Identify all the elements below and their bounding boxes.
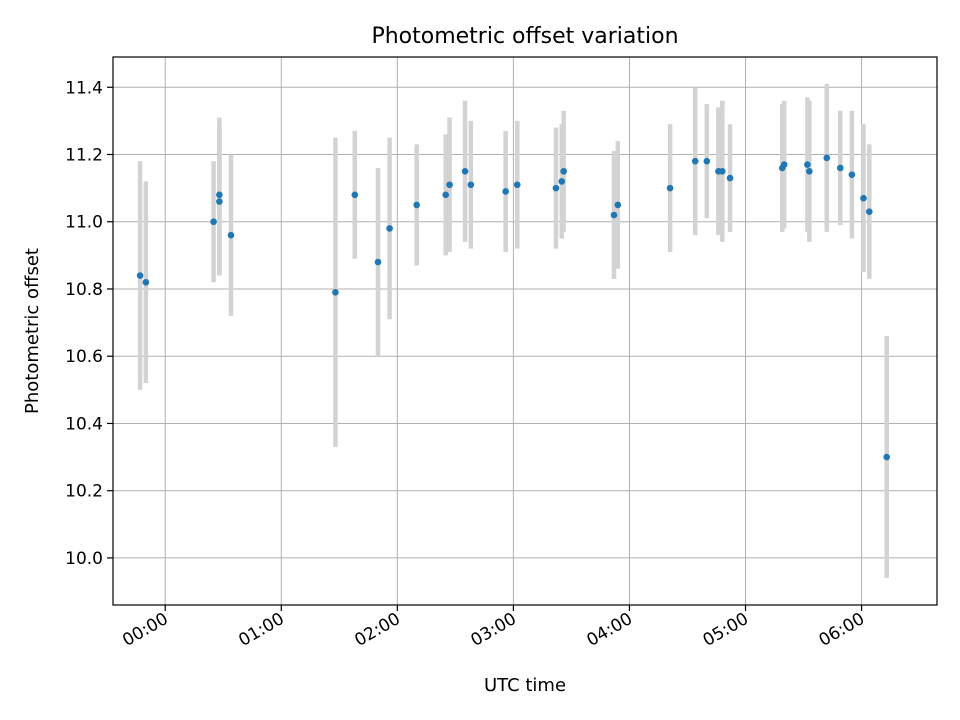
- data-point: [467, 181, 475, 189]
- y-axis-label: Photometric offset: [22, 248, 43, 414]
- y-tick-label: 10.6: [65, 347, 103, 367]
- data-point: [560, 168, 567, 175]
- x-tick-label: 00:00: [119, 609, 171, 651]
- data-point: [610, 211, 618, 219]
- y-tick-label: 10.8: [65, 280, 103, 300]
- data-point: [210, 218, 217, 226]
- data-point: [413, 201, 420, 209]
- grid: [113, 57, 937, 605]
- data-point: [836, 164, 844, 172]
- data-point: [446, 181, 453, 189]
- data-point: [860, 194, 867, 202]
- data-point: [780, 161, 788, 168]
- x-tick-label: 05:00: [700, 609, 752, 651]
- y-tick-label: 10.2: [65, 482, 103, 502]
- y-axis-ticks: 10.0 10.2 10.4 10.6 10.8 11.0 11.2 11.4: [65, 78, 113, 569]
- data-points: [136, 154, 891, 461]
- y-tick-label: 10.0: [65, 549, 103, 569]
- data-point: [614, 201, 622, 209]
- data-point: [216, 198, 223, 205]
- x-tick-label: 04:00: [584, 609, 636, 651]
- data-point: [136, 272, 144, 279]
- y-tick-label: 11.0: [65, 213, 103, 233]
- data-point: [216, 191, 223, 199]
- data-point: [442, 191, 449, 199]
- x-tick-label: 02:00: [351, 609, 403, 651]
- data-point: [142, 278, 150, 286]
- data-point: [386, 225, 393, 232]
- y-tick-label: 10.4: [65, 414, 103, 434]
- data-point: [848, 171, 856, 178]
- data-point: [552, 184, 560, 192]
- plot-frame: [112, 56, 938, 606]
- data-point: [823, 154, 831, 162]
- y-tick-label: 11.2: [65, 145, 103, 165]
- data-point: [703, 157, 711, 165]
- data-point: [351, 191, 359, 199]
- data-point: [806, 168, 813, 175]
- chart-title: Photometric offset variation: [371, 24, 678, 49]
- x-tick-label: 06:00: [816, 609, 868, 651]
- data-point: [513, 181, 521, 189]
- data-point: [804, 161, 811, 168]
- x-axis-ticks: 00:00 01:00 02:00 03:00 04:00 05:00 06:00: [119, 605, 868, 651]
- data-point: [866, 208, 873, 215]
- data-point: [558, 178, 566, 185]
- data-point: [227, 231, 235, 239]
- data-point: [726, 174, 734, 182]
- data-point: [666, 184, 674, 192]
- y-tick-label: 11.4: [65, 78, 103, 98]
- data-point: [502, 188, 509, 195]
- data-point: [718, 168, 726, 175]
- data-point: [883, 453, 891, 461]
- x-tick-label: 01:00: [235, 609, 287, 651]
- x-axis-label: UTC time: [484, 675, 566, 696]
- data-point: [691, 157, 699, 165]
- data-point: [374, 258, 382, 266]
- x-tick-label: 03:00: [467, 609, 519, 651]
- data-point: [461, 168, 469, 175]
- data-point: [332, 289, 339, 296]
